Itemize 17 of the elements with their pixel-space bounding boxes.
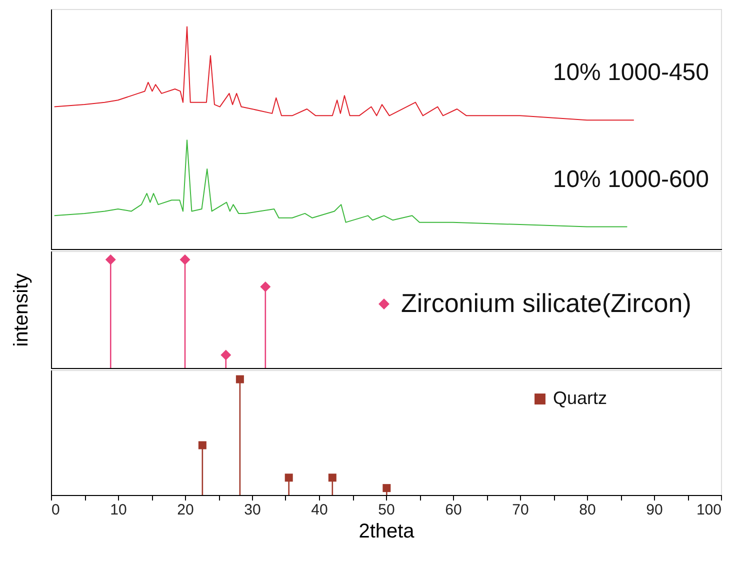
y-axis-title: intensity [10, 273, 32, 347]
x-tick-label: 100 [696, 502, 722, 518]
x-axis-title: 2theta [358, 520, 416, 542]
x-tick-label: 50 [378, 502, 395, 518]
x-tick-label: 90 [646, 502, 663, 518]
x-tick-label: 20 [177, 502, 194, 518]
x-tick-label: 80 [579, 502, 596, 518]
x-tick-label: 70 [512, 502, 529, 518]
x-tick-label: 60 [445, 502, 462, 518]
series-label: 10% 1000-600 [552, 166, 709, 193]
x-tick-label: 30 [244, 502, 261, 518]
x-tick-label: 0 [52, 502, 60, 518]
legend-label: Zirconium silicate(Zircon) [401, 288, 692, 318]
series-label: 10% 1000-450 [552, 59, 709, 86]
x-tick-label: 40 [311, 502, 328, 518]
legend-label: Quartz [553, 388, 608, 408]
x-tick-label: 10 [110, 502, 127, 518]
